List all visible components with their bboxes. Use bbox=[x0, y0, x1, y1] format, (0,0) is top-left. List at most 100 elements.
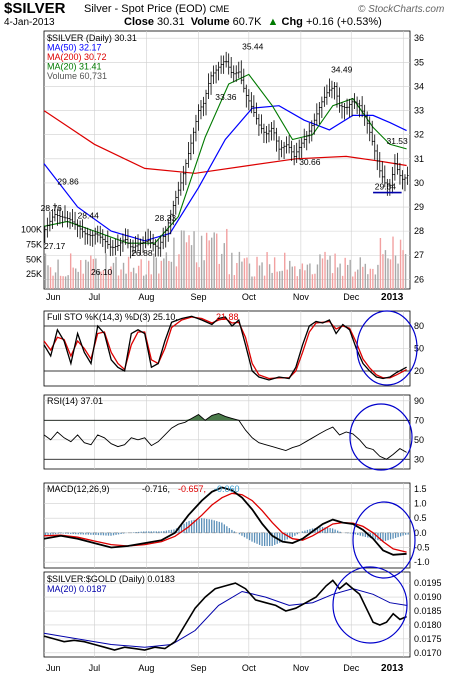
change-arrow-icon: ▲ bbox=[267, 16, 279, 28]
volume-bar bbox=[102, 270, 105, 289]
volume-bar bbox=[243, 258, 246, 289]
macd-histogram-bar bbox=[150, 531, 152, 533]
volume-bar bbox=[377, 264, 379, 289]
macd-histogram-bar bbox=[193, 519, 195, 533]
volume-bar bbox=[183, 230, 185, 289]
volume-bar bbox=[49, 267, 52, 289]
volume-bar bbox=[321, 258, 324, 289]
price-annotation: 33.36 bbox=[215, 92, 237, 102]
volume-bar bbox=[74, 268, 77, 289]
macd-histogram-bar bbox=[316, 527, 319, 533]
volume-bar bbox=[163, 258, 165, 289]
volume-bar bbox=[90, 255, 92, 289]
y-tick-label: 0.0180 bbox=[414, 620, 442, 630]
macd-histogram-bar bbox=[331, 528, 334, 533]
macd-histogram-bar bbox=[180, 525, 183, 533]
volume-bar bbox=[117, 275, 120, 289]
macd-histogram-bar bbox=[263, 532, 266, 547]
volume-bar bbox=[193, 231, 195, 289]
volume-bar bbox=[155, 257, 157, 289]
volume-bar bbox=[341, 275, 344, 289]
y-tick-label: 70 bbox=[414, 415, 424, 425]
macd-histogram-bar bbox=[405, 532, 407, 535]
price-legend-item: Volume 60,731 bbox=[47, 71, 107, 81]
volume-tick-label: 50K bbox=[26, 254, 42, 264]
x-axis-label-bottom: 2013 bbox=[381, 663, 404, 674]
volume-bar bbox=[195, 262, 198, 289]
rsi-legend: RSI(14) 37.01 bbox=[47, 396, 103, 406]
macd-histogram-bar bbox=[87, 532, 89, 535]
y-tick-label: 0.0185 bbox=[414, 606, 442, 616]
macd-histogram-bar bbox=[256, 532, 258, 544]
price-annotation: 30.66 bbox=[299, 157, 321, 167]
volume-bar bbox=[284, 252, 286, 289]
ma200-line bbox=[43, 110, 407, 174]
x-axis-label: Dec bbox=[343, 292, 360, 302]
macd-histogram-bar bbox=[337, 530, 339, 533]
volume-bar bbox=[261, 262, 263, 289]
volume-bar bbox=[213, 232, 215, 289]
y-tick-label: -1.0 bbox=[414, 557, 430, 567]
macd-histogram-bar bbox=[294, 532, 296, 536]
volume-bar bbox=[100, 271, 102, 289]
macd-histogram-bar bbox=[105, 532, 107, 536]
macd-histogram-bar bbox=[291, 532, 293, 538]
price-legend-item: MA(50) 32.17 bbox=[47, 43, 102, 53]
macd-histogram-bar bbox=[352, 532, 354, 534]
x-axis-label: Jun bbox=[46, 292, 61, 302]
macd-line bbox=[43, 486, 407, 556]
volume-bar bbox=[289, 260, 291, 289]
price-annotation: 31.53 bbox=[386, 136, 408, 146]
macd-histogram-bar bbox=[216, 521, 218, 533]
volume-bar bbox=[256, 256, 258, 289]
volume-bar bbox=[72, 267, 74, 289]
highlight-circle bbox=[352, 501, 416, 579]
macd-histogram-bar bbox=[185, 522, 188, 533]
volume-bar bbox=[110, 266, 112, 289]
x-axis-label-bottom: Jun bbox=[46, 663, 61, 673]
volume-bar bbox=[364, 263, 367, 289]
volume-bar bbox=[268, 264, 271, 289]
macd-histogram-bar bbox=[261, 532, 263, 547]
y-tick-label: 34 bbox=[414, 81, 424, 91]
volume-bar bbox=[198, 267, 200, 289]
volume-bar bbox=[349, 259, 351, 289]
volume-bar bbox=[203, 260, 205, 289]
volume-bar bbox=[77, 271, 79, 289]
macd-histogram-bar bbox=[329, 528, 331, 533]
volume-bar bbox=[165, 252, 168, 289]
macd-histogram-bar bbox=[52, 532, 54, 535]
highlight-circle bbox=[332, 566, 408, 644]
macd-histogram-bar bbox=[92, 532, 95, 535]
macd-histogram-bar bbox=[301, 531, 304, 533]
macd-histogram-bar bbox=[394, 532, 397, 538]
instrument-name: Silver - Spot Price (EOD) CME bbox=[84, 3, 229, 15]
volume-bar bbox=[311, 274, 314, 289]
macd-histogram-bar bbox=[59, 532, 62, 534]
macd-histogram-bar bbox=[120, 532, 122, 534]
macd-legend-hist: -0.060 bbox=[214, 484, 240, 494]
volume-bar bbox=[352, 276, 354, 289]
macd-histogram-bar bbox=[243, 532, 246, 538]
macd-histogram-bar bbox=[246, 532, 248, 539]
volume-bar bbox=[205, 232, 208, 289]
volume-bar bbox=[344, 257, 346, 289]
macd-histogram-bar bbox=[122, 532, 125, 534]
volume-bar bbox=[246, 257, 248, 289]
volume-bar bbox=[52, 275, 54, 289]
y-tick-label: 27 bbox=[414, 250, 424, 260]
rsi-panel bbox=[43, 394, 411, 470]
volume-bar bbox=[301, 263, 304, 289]
volume-bar bbox=[278, 271, 281, 289]
macd-histogram-bar bbox=[95, 532, 97, 535]
price-annotation: 27.17 bbox=[44, 241, 66, 251]
y-tick-label: 80 bbox=[414, 321, 424, 331]
volume-bar bbox=[266, 252, 268, 289]
volume-bar bbox=[394, 255, 397, 289]
brand-watermark: © StockCharts.com bbox=[358, 4, 445, 15]
stochastic-k-line bbox=[43, 315, 407, 381]
macd-histogram-bar bbox=[100, 532, 102, 536]
macd-histogram-bar bbox=[65, 532, 67, 534]
volume-bar bbox=[115, 256, 117, 289]
stochastic-legend: Full STO %K(14,3) %D(3) 25.10, bbox=[47, 312, 178, 322]
